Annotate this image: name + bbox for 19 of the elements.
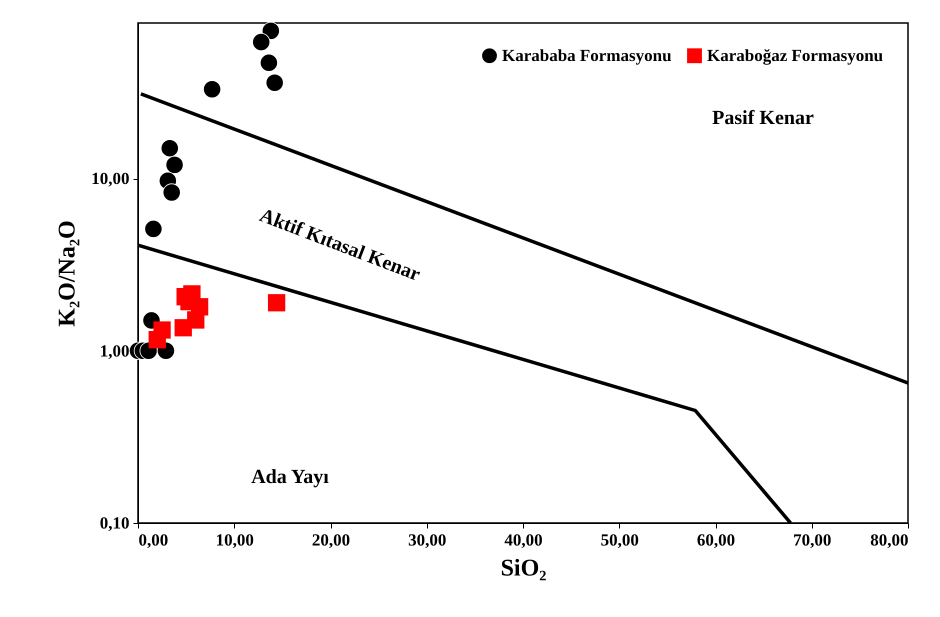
annotation: Aktif Kıtasal Kenar — [256, 204, 424, 286]
x-tick-label: 60,00 — [696, 530, 736, 550]
x-tick-label: 70,00 — [793, 530, 832, 550]
y-axis-title: K₂O/Na₂O — [54, 220, 80, 327]
annotation: Ada Yayı — [251, 466, 330, 488]
x-tick-label: 80,00 — [870, 530, 908, 550]
y-tick-label: 1,00 — [100, 341, 130, 360]
y-tick-label: 10,00 — [91, 169, 130, 188]
legend-label: Karaboğaz Formasyonu — [707, 46, 884, 65]
x-tick-label: 50,00 — [600, 530, 639, 550]
annotation: Pasif Kenar — [712, 107, 814, 129]
x-tick-label: 40,00 — [504, 530, 543, 550]
x-tick-label: 20,00 — [312, 530, 350, 550]
x-tick-label: 30,00 — [408, 530, 446, 550]
x-tick-label: 0,00 — [138, 530, 168, 550]
y-tick-label: 0,10 — [100, 514, 130, 532]
legend-label: Karababa Formasyonu — [502, 46, 672, 65]
x-tick-label: 10,00 — [216, 530, 254, 550]
x-axis-title: SiO₂ — [500, 556, 546, 582]
